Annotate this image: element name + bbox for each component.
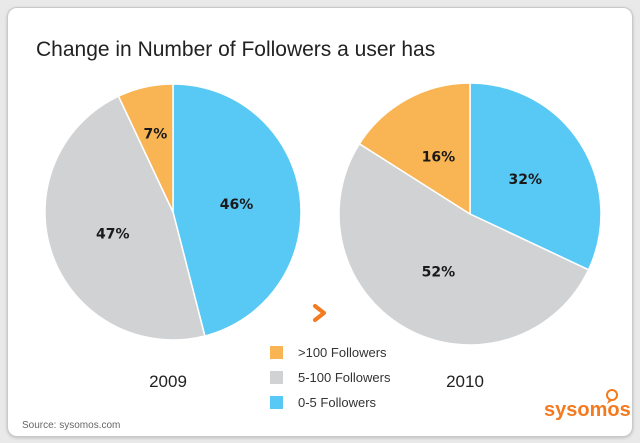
legend-label-1: 5-100 Followers <box>298 370 391 385</box>
sysomos-logo: sysomos <box>544 389 631 421</box>
pie-2009-slice-2 <box>117 83 174 213</box>
legend-swatch-1 <box>270 371 283 384</box>
pie-2009-label-1: 47% <box>96 227 130 243</box>
pie-2009-label-2: 7% <box>144 126 168 142</box>
pie-2010-slice-2 <box>358 82 471 216</box>
pie-2010-slice-1 <box>338 142 590 346</box>
pie-2010-label-1: 52% <box>422 264 456 280</box>
pie-2009-slice-1 <box>44 95 206 341</box>
pie-2009-slice-0 <box>172 83 302 337</box>
chart-title: Change in Number of Followers a user has <box>36 38 435 61</box>
pie-2010-label-2: 16% <box>422 150 456 166</box>
year-label-2010: 2010 <box>446 372 484 391</box>
chevron-right-icon <box>313 304 326 322</box>
year-label-2009: 2009 <box>149 372 187 391</box>
legend-swatch-0 <box>270 346 283 359</box>
source-note: Source: sysomos.com <box>22 420 120 431</box>
legend-label-0: >100 Followers <box>298 345 387 360</box>
pie-2010-slice-0 <box>469 82 602 271</box>
pies-group: 46% 47% 7% 2009 32% 52% 16% 2010 <box>44 82 602 391</box>
pie-2010-label-0: 32% <box>509 172 543 188</box>
legend: >100 Followers 5-100 Followers 0-5 Followe… <box>270 345 391 410</box>
brand-wordmark: sysomos <box>544 399 631 421</box>
legend-swatch-2 <box>270 396 283 409</box>
legend-label-2: 0-5 Followers <box>298 395 377 410</box>
speech-bubble-icon <box>606 389 618 404</box>
pie-2009-label-0: 46% <box>220 197 254 213</box>
